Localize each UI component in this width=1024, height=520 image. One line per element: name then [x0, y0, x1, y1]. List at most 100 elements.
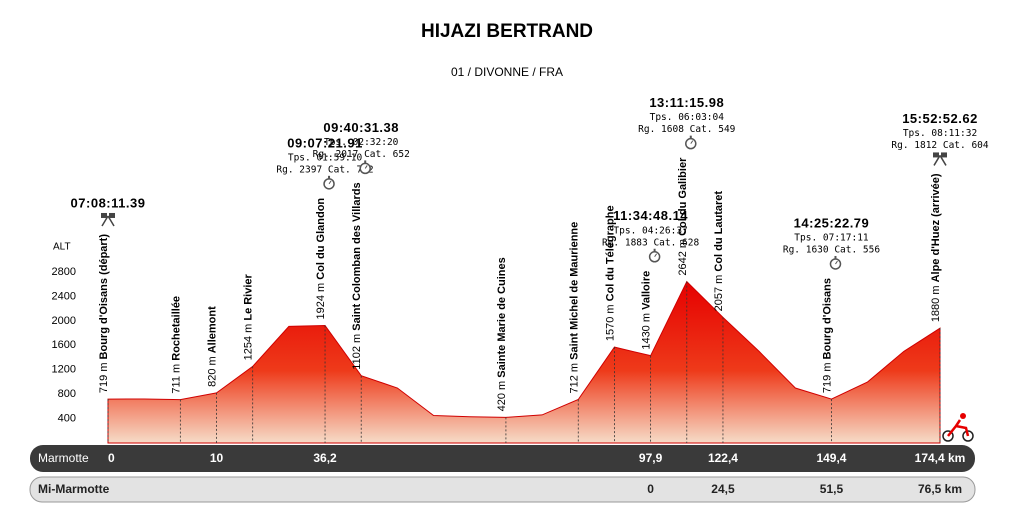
waypoint-label: 1254 m Le Rivier [243, 273, 255, 360]
course-km: 76,5 km [918, 482, 962, 496]
split-tps: Tps. 02:32:20 [324, 137, 399, 148]
elevation-area [107, 280, 941, 444]
waypoint-name: Bourg d'Oisans [821, 278, 833, 359]
split-rank: Rg. 1883 Cat. 628 [602, 237, 700, 248]
waypoint-label: 1102 m Saint Colomban des Villards [351, 182, 363, 369]
waypoint-name: Rochetaillée [170, 296, 182, 361]
split-tps: Tps. 06:03:04 [650, 112, 725, 123]
course-km: 97,9 [639, 451, 663, 465]
y-tick-label: 1200 [52, 364, 76, 376]
altitude-label: 420 m [496, 381, 508, 412]
waypoint-name: Le Rivier [243, 273, 255, 320]
course-km: 0 [108, 451, 115, 465]
waypoint-label: 2642 m Col du Galibier [677, 157, 689, 276]
waypoint-label: 420 m Sainte Marie de Cuines [496, 257, 508, 411]
course-km: 51,5 [820, 482, 844, 496]
waypoint-name: Valloire [641, 271, 653, 310]
altitude-label: 1102 m [351, 334, 363, 370]
waypoint-name: Col du Glandon [315, 198, 327, 280]
split-rank: Rg. 1608 Cat. 549 [638, 124, 736, 135]
split-tps: Tps. 01:59:10 [288, 152, 363, 163]
course-km: 0 [647, 482, 654, 496]
y-axis-label: ALT [53, 242, 71, 253]
chart-title: HIJAZI BERTRAND [421, 21, 593, 42]
course-bar [30, 445, 975, 472]
split-time: 09:40:31.38 [323, 120, 399, 135]
altitude-label: 719 m [821, 363, 833, 394]
split-rank: Rg. 2397 Cat. 762 [276, 164, 373, 175]
course-km: 10 [210, 451, 224, 465]
waypoint-name: Col du Télégraphe [604, 205, 616, 301]
course-km: 122,4 [708, 451, 738, 465]
waypoint-label: 1430 m Valloire [641, 271, 653, 350]
y-tick-label: 2400 [52, 290, 76, 302]
altitude-label: 2642 m [677, 239, 689, 276]
stopwatch-icon [364, 165, 368, 169]
waypoint-label: 1570 m Col du Télégraphe [604, 205, 616, 341]
waypoint-label: 719 m Bourg d'Oisans [821, 278, 833, 393]
waypoint-name: Alpe d'Huez (arrivée) [930, 173, 942, 282]
flag-icon [933, 152, 939, 158]
split-time: 11:34:48.14 [613, 208, 688, 223]
waypoint-name: Sainte Marie de Cuines [496, 257, 508, 377]
split-rank: Rg. 1812 Cat. 604 [891, 140, 989, 151]
split-tps: Tps. 08:11:32 [903, 128, 977, 139]
y-tick-label: 1600 [52, 339, 76, 351]
waypoint-name: Col du Galibier [677, 157, 689, 236]
altitude-label: 1254 m [243, 324, 255, 361]
y-tick-label: 2000 [52, 315, 76, 327]
split-tps: Tps. 07:17:11 [794, 232, 869, 243]
course-km: 24,5 [711, 482, 735, 496]
stopwatch-icon [835, 260, 838, 265]
waypoint-label: 719 m Bourg d'Oisans (départ) [98, 234, 110, 393]
altitude-label: 2057 m [713, 275, 725, 312]
course-name: Mi-Marmotte [38, 482, 110, 496]
cyclist-icon [947, 419, 970, 437]
waypoint-name: Bourg d'Oisans (départ) [98, 234, 110, 360]
split-time: 09:07:21.91 [287, 135, 363, 150]
waypoint-name: Saint Michel de Maurienne [568, 222, 580, 360]
stopwatch-icon [328, 180, 332, 185]
stopwatch-icon [654, 253, 658, 258]
waypoint-name: Col du Lautaret [713, 191, 725, 272]
altitude-label: 820 m [206, 356, 218, 387]
cyclist-icon [960, 413, 966, 419]
stopwatch-icon [690, 140, 694, 144]
waypoint-label: 1924 m Col du Glandon [315, 198, 327, 320]
flag-icon [101, 212, 107, 218]
course-bar [29, 476, 976, 503]
cyclist-icon [942, 430, 954, 442]
waypoint-label: 820 m Allemont [206, 306, 218, 387]
waypoint-name: Allemont [206, 306, 218, 353]
course-name: Marmotte [38, 451, 89, 465]
waypoint-name: Saint Colomban des Villards [351, 182, 363, 330]
waypoint-label: 711 m Rochetaillée [170, 296, 182, 394]
flag-icon [109, 212, 115, 218]
course-km: 36,2 [313, 451, 337, 465]
split-time: 15:52:52.62 [902, 111, 978, 126]
altitude-label: 719 m [98, 363, 110, 394]
course-km: 149,4 [816, 451, 846, 465]
waypoint-label: 1880 m Alpe d'Huez (arrivée) [930, 173, 942, 322]
altitude-label: 1430 m [641, 313, 653, 350]
y-tick-label: 2800 [52, 266, 76, 278]
altitude-label: 711 m [170, 364, 182, 394]
altitude-label: 1924 m [315, 283, 327, 320]
split-time: 14:25:22.79 [794, 215, 870, 230]
split-rank: Rg. 2017 Cat. 652 [313, 149, 410, 160]
waypoint-label: 712 m Saint Michel de Maurienne [568, 222, 580, 394]
waypoint-label: 2057 m Col du Lautaret [713, 191, 725, 312]
subtitle: 01 / DIVONNE / FRA [451, 65, 563, 79]
split-time: 07:08:11.39 [71, 195, 146, 210]
course-km: 174,4 km [915, 451, 966, 465]
split-time: 13:11:15.98 [649, 95, 724, 110]
flag-icon [941, 152, 947, 158]
altitude-label: 712 m [568, 363, 580, 394]
altitude-label: 1880 m [930, 285, 942, 322]
y-tick-label: 800 [58, 388, 76, 400]
y-tick-label: 400 [58, 412, 76, 424]
altitude-label: 1570 m [604, 304, 616, 341]
split-tps: Tps. 04:26:37 [613, 225, 687, 236]
